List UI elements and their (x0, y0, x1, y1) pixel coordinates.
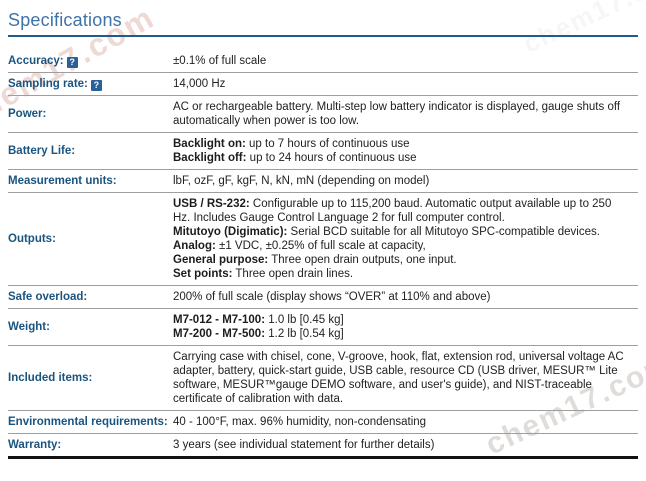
row-value: ±0.1% of full scale (173, 54, 638, 68)
page-title: Specifications (8, 10, 122, 30)
value-line: USB / RS-232: Configurable up to 115,200… (173, 198, 612, 224)
value-line: Carrying case with chisel, cone, V-groov… (173, 351, 624, 405)
row-label-text: Safe overload: (8, 290, 88, 303)
content: Specifications Accuracy:? ±0.1% of full … (8, 10, 638, 459)
row-label: Sampling rate:? (8, 78, 173, 91)
table-row: Warranty: 3 years (see individual statem… (8, 434, 638, 456)
value-line: 14,000 Hz (173, 78, 226, 90)
table-row: Environmental requirements: 40 - 100°F, … (8, 411, 638, 434)
row-label-text: Environmental requirements: (8, 415, 168, 428)
value-line: 3 years (see individual statement for fu… (173, 439, 435, 451)
value-line: Backlight off: up to 24 hours of continu… (173, 152, 417, 164)
table-row: Outputs: USB / RS-232: Configurable up t… (8, 193, 638, 286)
row-value: USB / RS-232: Configurable up to 115,200… (173, 197, 638, 281)
row-label-text: Accuracy: (8, 54, 64, 67)
row-label-text: Measurement units: (8, 174, 117, 187)
row-label: Safe overload: (8, 291, 173, 304)
value-line: General purpose: Three open drain output… (173, 254, 457, 266)
row-value: lbF, ozF, gF, kgF, N, kN, mN (depending … (173, 174, 638, 188)
row-label-text: Power: (8, 107, 47, 120)
row-value: M7-012 - M7-100: 1.0 lb [0.45 kg] M7-200 … (173, 313, 638, 341)
table-row: Accuracy:? ±0.1% of full scale (8, 50, 638, 73)
value-line: Set points: Three open drain lines. (173, 268, 354, 280)
table-row: Weight: M7-012 - M7-100: 1.0 lb [0.45 kg… (8, 309, 638, 346)
row-value: 200% of full scale (display shows “OVER”… (173, 290, 638, 304)
row-label: Outputs: (8, 233, 173, 246)
spec-table: Accuracy:? ±0.1% of full scale Sampling … (8, 50, 638, 459)
row-value: 14,000 Hz (173, 77, 638, 91)
row-label-text: Weight: (8, 320, 50, 333)
row-label: Weight: (8, 321, 173, 334)
row-value: 3 years (see individual statement for fu… (173, 438, 638, 452)
row-value: 40 - 100°F, max. 96% humidity, non-conde… (173, 415, 638, 429)
help-icon[interactable]: ? (66, 56, 78, 68)
row-label: Accuracy:? (8, 55, 173, 68)
value-line: lbF, ozF, gF, kgF, N, kN, mN (depending … (173, 175, 430, 187)
value-line: Backlight on: up to 7 hours of continuou… (173, 138, 410, 150)
row-label: Battery Life: (8, 145, 173, 158)
table-row: Power: AC or rechargeable battery. Multi… (8, 96, 638, 133)
row-value: AC or rechargeable battery. Multi-step l… (173, 100, 638, 128)
row-value: Backlight on: up to 7 hours of continuou… (173, 137, 638, 165)
value-line: 40 - 100°F, max. 96% humidity, non-conde… (173, 416, 427, 428)
help-icon[interactable]: ? (90, 79, 102, 91)
value-line: AC or rechargeable battery. Multi-step l… (173, 101, 621, 127)
value-line: Mitutoyo (Digimatic): Serial BCD suitabl… (173, 226, 600, 238)
row-label-text: Included items: (8, 371, 93, 384)
row-label: Measurement units: (8, 175, 173, 188)
row-label: Environmental requirements: (8, 416, 173, 429)
row-label-text: Warranty: (8, 438, 62, 451)
table-row: Included items: Carrying case with chise… (8, 346, 638, 411)
value-line: 200% of full scale (display shows “OVER”… (173, 291, 491, 303)
value-line: M7-012 - M7-100: 1.0 lb [0.45 kg] (173, 314, 344, 326)
row-value: Carrying case with chisel, cone, V-groov… (173, 350, 638, 406)
title-underline (8, 35, 638, 37)
row-label: Warranty: (8, 439, 173, 452)
value-line: ±0.1% of full scale (173, 55, 267, 67)
table-row: Measurement units: lbF, ozF, gF, kgF, N,… (8, 170, 638, 193)
row-label: Power: (8, 108, 173, 121)
table-row: Battery Life: Backlight on: up to 7 hour… (8, 133, 638, 170)
value-line: M7-200 - M7-500: 1.2 lb [0.54 kg] (173, 328, 344, 340)
row-label: Included items: (8, 372, 173, 385)
table-row: Sampling rate:? 14,000 Hz (8, 73, 638, 96)
table-row: Safe overload: 200% of full scale (displ… (8, 286, 638, 309)
row-label-text: Sampling rate: (8, 77, 88, 90)
row-label-text: Outputs: (8, 232, 56, 245)
row-label-text: Battery Life: (8, 144, 76, 157)
value-line: Analog: ±1 VDC, ±0.25% of full scale at … (173, 240, 426, 252)
